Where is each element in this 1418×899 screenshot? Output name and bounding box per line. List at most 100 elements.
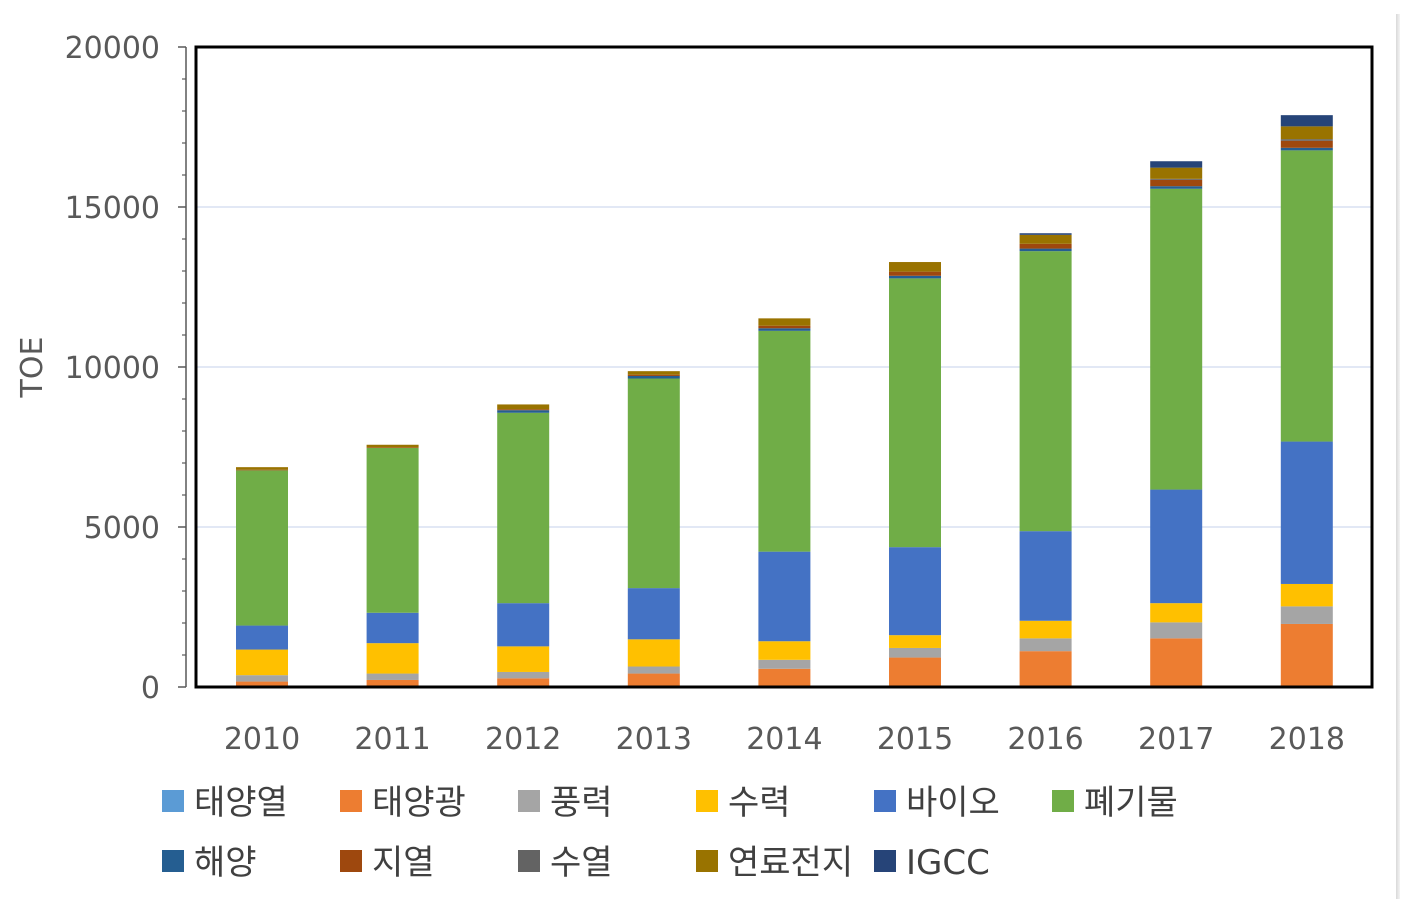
legend-label: 태양광 bbox=[372, 783, 466, 823]
y-tick-label: 10000 bbox=[65, 351, 160, 386]
bar-segment bbox=[758, 325, 811, 329]
bar-segment bbox=[366, 447, 419, 448]
legend-swatch bbox=[162, 850, 184, 872]
legend-label: 연료전지 bbox=[728, 843, 853, 883]
bar-segment bbox=[758, 330, 811, 552]
legend-item: 태양열 bbox=[162, 783, 288, 823]
bar-segment bbox=[236, 675, 288, 682]
bar-segment bbox=[1280, 115, 1333, 127]
bar-segment bbox=[1150, 603, 1203, 623]
x-tick-label: 2017 bbox=[1138, 722, 1214, 757]
bar-segment bbox=[497, 678, 550, 687]
bar-segment bbox=[627, 639, 680, 667]
bar-segment bbox=[1280, 583, 1333, 607]
bar-segment bbox=[1280, 606, 1333, 624]
bar-segment bbox=[1280, 147, 1333, 151]
legend-swatch bbox=[340, 790, 362, 812]
y-tick-label: 20000 bbox=[65, 31, 160, 66]
bar-segment bbox=[1019, 243, 1072, 249]
x-tick-label: 2018 bbox=[1269, 722, 1345, 757]
bar-segment bbox=[889, 262, 941, 272]
bar-segment bbox=[1150, 638, 1203, 687]
bar-segment bbox=[1150, 186, 1203, 189]
bar-segment bbox=[1019, 248, 1072, 252]
bar-stacks bbox=[236, 115, 1333, 687]
bar-segment bbox=[366, 679, 419, 687]
bar-segment bbox=[366, 612, 419, 644]
bar-segment bbox=[758, 641, 811, 660]
legend-item: 수력 bbox=[696, 783, 791, 823]
bar-segment bbox=[889, 657, 941, 687]
bar-segment bbox=[889, 547, 941, 636]
legend-item: IGCC bbox=[874, 843, 990, 883]
legend-swatch bbox=[696, 850, 718, 872]
legend-label: 수력 bbox=[728, 783, 791, 823]
legend-item: 풍력 bbox=[518, 783, 613, 823]
x-tick-label: 2011 bbox=[354, 722, 430, 757]
bar-segment bbox=[366, 643, 419, 674]
bar-segment bbox=[497, 412, 550, 604]
bar-segment bbox=[627, 375, 680, 379]
bar-segment bbox=[1019, 234, 1072, 244]
bar-segment bbox=[627, 374, 680, 376]
legend-swatch bbox=[162, 790, 184, 812]
legend-label: 해양 bbox=[194, 843, 257, 883]
bar-segment bbox=[627, 673, 680, 687]
legend-label: 풍력 bbox=[550, 783, 613, 823]
bar-segment bbox=[1150, 161, 1203, 168]
bar-segment bbox=[497, 410, 550, 413]
bar-segment bbox=[497, 671, 550, 679]
bar-segment bbox=[1280, 623, 1333, 687]
bar-segment bbox=[889, 271, 941, 276]
y-axis: 0 5000 10000 15000 20000 bbox=[65, 31, 187, 706]
bar-segment bbox=[758, 328, 811, 331]
bar-segment bbox=[758, 659, 811, 669]
x-tick-label: 2016 bbox=[1007, 722, 1083, 757]
bar-segment bbox=[236, 470, 288, 626]
bar-segment bbox=[1019, 531, 1072, 621]
x-tick-label: 2013 bbox=[616, 722, 692, 757]
legend-swatch bbox=[518, 850, 540, 872]
bar-segment bbox=[366, 673, 419, 680]
bar-segment bbox=[1150, 178, 1203, 180]
legend-swatch bbox=[518, 790, 540, 812]
bar-segment bbox=[1150, 188, 1203, 490]
x-tick-label: 2012 bbox=[485, 722, 561, 757]
legend-item: 바이오 bbox=[874, 783, 1000, 823]
plot-area-border bbox=[194, 45, 1374, 689]
bar-segment bbox=[1150, 622, 1203, 639]
legend-swatch bbox=[340, 850, 362, 872]
bar-segment bbox=[1280, 441, 1333, 584]
bar-segment bbox=[889, 275, 941, 279]
bar-segment bbox=[627, 666, 680, 674]
bar-segment bbox=[627, 588, 680, 640]
legend-label: 지열 bbox=[372, 843, 435, 883]
bar-segment bbox=[889, 278, 941, 548]
legend-label: 수열 bbox=[550, 843, 613, 883]
legend-item: 지열 bbox=[340, 843, 435, 883]
bar-segment bbox=[1019, 638, 1072, 652]
legend-label: 폐기물 bbox=[1084, 783, 1178, 823]
window-edge-shadow bbox=[1396, 14, 1400, 899]
legend-label: 태양열 bbox=[194, 783, 288, 823]
legend-swatch bbox=[1052, 790, 1074, 812]
bar-segment bbox=[497, 646, 550, 672]
bar-segment bbox=[758, 318, 811, 326]
x-tick-label: 2010 bbox=[224, 722, 300, 757]
bar-segment bbox=[1280, 150, 1333, 442]
x-tick-label: 2014 bbox=[746, 722, 822, 757]
legend-label: IGCC bbox=[906, 843, 990, 883]
bar-segment bbox=[627, 378, 680, 589]
bar-segment bbox=[889, 635, 941, 648]
bar-segment bbox=[236, 467, 288, 470]
bar-segment bbox=[497, 603, 550, 647]
bar-segment bbox=[236, 649, 288, 676]
bar-segment bbox=[1280, 140, 1333, 148]
legend-item: 연료전지 bbox=[696, 843, 853, 883]
bar-segment bbox=[497, 409, 550, 411]
bar-segment bbox=[497, 404, 550, 410]
y-axis-title: TOE bbox=[15, 337, 50, 399]
legend-swatch bbox=[874, 790, 896, 812]
